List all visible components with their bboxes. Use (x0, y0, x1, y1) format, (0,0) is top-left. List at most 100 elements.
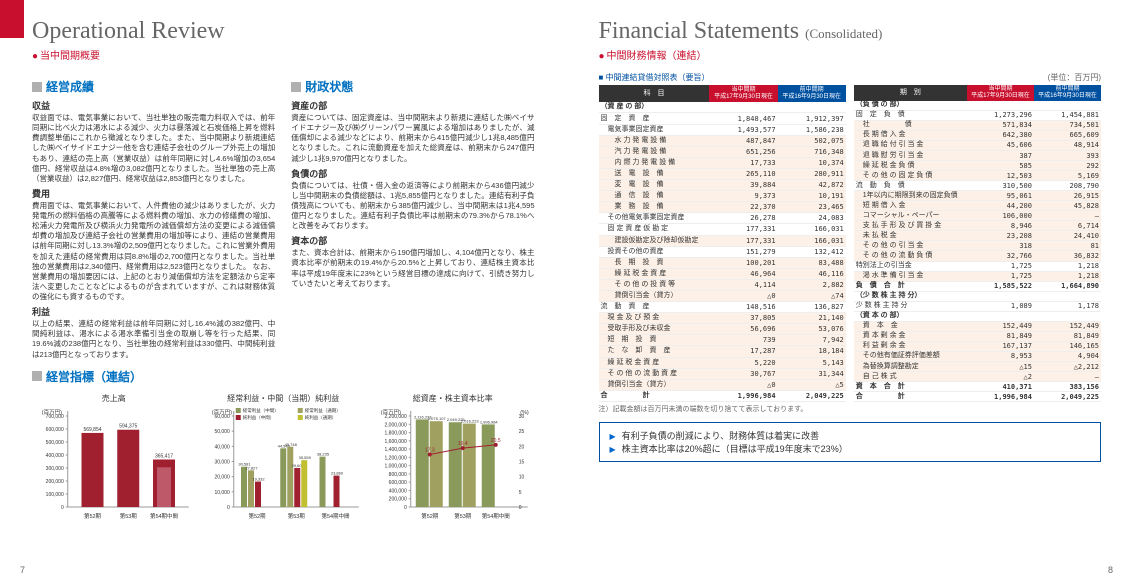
svg-text:569,854: 569,854 (83, 427, 101, 433)
callout-row-1: 有利子負債の削減により、財務体質は着実に改善 (610, 429, 1091, 442)
svg-text:0: 0 (404, 505, 407, 511)
svg-text:200,000: 200,000 (46, 479, 64, 485)
subhdr-shisan: 資産の部 (291, 99, 534, 112)
table-liabilities: 期 別当中間期平成17年9月30日現在前中間期平成16年9月30日現在（負 債 … (854, 85, 1101, 402)
col-seika: 経営成績 収益 収益面では、電気事業において、当社単独の販売電力料収入では、前年… (32, 72, 275, 389)
chart-assets-title: 総資産・株主資本比率 (371, 393, 535, 404)
text-hiyo: 費用面では、電気事業において、人件費他の減少はありましたが、火力発電所の燃料価格… (32, 201, 275, 302)
page-subtitle-right: 中間財務情報（連結） (599, 47, 1102, 62)
pagenum-left: 7 (20, 565, 25, 575)
svg-text:38,235: 38,235 (316, 451, 329, 456)
svg-text:第52期: 第52期 (84, 512, 102, 520)
page-title-left: Operational Review (32, 18, 535, 45)
svg-text:第54期中間: 第54期中間 (482, 512, 511, 520)
svg-text:20.5: 20.5 (491, 437, 501, 443)
chart-sales-title: 売上高 (32, 393, 196, 404)
svg-text:経常利益（通期）: 経常利益（通期） (304, 407, 340, 414)
svg-text:19.4: 19.4 (458, 441, 468, 447)
svg-text:第53期: 第53期 (120, 512, 138, 520)
svg-text:第54期中間: 第54期中間 (321, 512, 350, 520)
chart-profit: 経常利益・中間（当期）純利益 010,00020,00030,00040,000… (202, 393, 366, 523)
svg-text:600,000: 600,000 (389, 480, 407, 486)
bs-caption-text: 中間連結貸借対照表（要旨） (606, 73, 710, 82)
text-fusai: 負債については、社債・借入金の返済等により前期末から436億円減少し当中間期末の… (291, 181, 534, 232)
chart-profit-title: 経常利益・中間（当期）純利益 (202, 393, 366, 404)
svg-text:純利益（中間）: 純利益（中間） (242, 414, 274, 421)
svg-text:300,000: 300,000 (46, 466, 64, 472)
callout-row-2: 株主資本比率は20%超に（目標は平成19年度末で23%） (610, 442, 1091, 455)
page-title-right-main: Financial Statements (599, 18, 800, 44)
svg-text:594,375: 594,375 (119, 423, 137, 429)
svg-text:800,000: 800,000 (389, 472, 407, 478)
svg-text:10: 10 (519, 474, 525, 480)
bs-unit: (単位：百万円) (1048, 72, 1101, 83)
svg-text:20: 20 (519, 444, 525, 450)
svg-text:経常利益（中間）: 経常利益（中間） (242, 407, 278, 414)
svg-text:(百万円): (百万円) (381, 409, 401, 416)
svg-text:2,075,107: 2,075,107 (428, 416, 447, 421)
svg-text:365,417: 365,417 (155, 453, 173, 459)
text-shihon: また、資本合計は、前期末から190億円増加し、4,104億円となり、株主資本比率… (291, 248, 534, 289)
svg-text:第53期: 第53期 (454, 512, 472, 520)
text-shueki: 収益面では、電気事業において、当社単独の販売電力料収入では、前年同期に比べ火力は… (32, 113, 275, 184)
chart-sales-svg: 0100,000200,000300,000400,000500,000600,… (32, 406, 196, 521)
text-rieki: 以上の結果、連結の経常利益は前年同期に対し16.4%減の382億円、中間純利益は… (32, 319, 275, 360)
svg-text:第52期: 第52期 (248, 512, 266, 520)
subhdr-fusai: 負債の部 (291, 167, 534, 180)
pagenum-right: 8 (1108, 565, 1113, 575)
svg-text:600,000: 600,000 (46, 427, 64, 433)
svg-text:1,600,000: 1,600,000 (385, 438, 407, 444)
chart-sales: 売上高 0100,000200,000300,000400,000500,000… (32, 393, 196, 523)
svg-text:15: 15 (519, 459, 525, 465)
svg-text:(百万円): (百万円) (42, 409, 62, 416)
svg-text:2,000,000: 2,000,000 (385, 422, 407, 428)
svg-text:50,000: 50,000 (214, 429, 230, 435)
svg-text:100,000: 100,000 (46, 492, 64, 498)
svg-text:第52期: 第52期 (421, 512, 439, 520)
text-shisan: 資産については、固定資産は、当中間期末より新規に連結した㈱ベイサイドエナジー及び… (291, 113, 534, 164)
svg-text:2,016,223: 2,016,223 (461, 418, 480, 423)
page-title-right-suffix: (Consolidated) (805, 26, 882, 41)
chart-assets-svg: 0 200,000 400,000 600,000 800,000 1,000,000 1,… (371, 406, 535, 521)
chart-profit-svg: 010,00020,00030,00040,00050,00060,000(百万… (202, 406, 366, 521)
svg-text:400,000: 400,000 (46, 453, 64, 459)
svg-text:30,000: 30,000 (214, 459, 230, 465)
hdr-zaimu: 財政状態 (291, 78, 534, 95)
svg-text:1,200,000: 1,200,000 (385, 455, 407, 461)
hdr-seika: 経営成績 (32, 78, 275, 95)
svg-text:5: 5 (519, 489, 522, 495)
svg-text:25: 25 (519, 429, 525, 435)
svg-text:35,559: 35,559 (298, 455, 311, 460)
svg-text:20,000: 20,000 (214, 474, 230, 480)
table-assets: 科 目当中間期平成17年9月30日現在前中間期平成16年9月30日現在（資 産 … (599, 85, 846, 402)
svg-text:200,000: 200,000 (389, 496, 407, 502)
svg-text:(百万円): (百万円) (211, 409, 231, 416)
svg-text:0: 0 (226, 505, 229, 511)
svg-text:23,860: 23,860 (330, 470, 343, 475)
svg-text:1,996,984: 1,996,984 (480, 419, 499, 424)
svg-text:19,332: 19,332 (252, 476, 265, 481)
svg-text:500,000: 500,000 (46, 440, 64, 446)
svg-text:1,000,000: 1,000,000 (385, 463, 407, 469)
svg-text:1,400,000: 1,400,000 (385, 447, 407, 453)
col-zaimu: 財政状態 資産の部 資産については、固定資産は、当中間期末より新規に連結した㈱ベ… (291, 72, 534, 389)
subhdr-rieki: 利益 (32, 305, 275, 318)
svg-text:30: 30 (519, 414, 525, 420)
charts-row: 売上高 0 100,000 200,000 300,000 400,000 500,000… (32, 393, 535, 523)
bs-note: 注）記載金額は百万円未満の端数を切り捨てて表示しております。 (599, 404, 1102, 414)
page-left: Operational Review 当中間期概要 経営成績 収益 収益面では、… (0, 0, 567, 581)
bs-caption: ■ 中間連結貸借対照表（要旨） (単位：百万円) (599, 72, 1102, 83)
svg-text:400,000: 400,000 (389, 488, 407, 494)
subhdr-shihon: 資本の部 (291, 234, 534, 247)
svg-text:第54期中間: 第54期中間 (150, 512, 179, 520)
svg-text:45,748: 45,748 (284, 441, 297, 446)
page-title-right: Financial Statements (Consolidated) (599, 18, 1102, 45)
subhdr-hiyo: 費用 (32, 187, 275, 200)
page-subtitle-left: 当中間期概要 (32, 47, 535, 62)
svg-text:0: 0 (519, 505, 522, 511)
hdr-shihyo: 経営指標（連結） (32, 368, 275, 385)
red-corner (0, 0, 24, 38)
svg-text:10,000: 10,000 (214, 489, 230, 495)
left-columns: 経営成績 収益 収益面では、電気事業において、当社単独の販売電力料収入では、前年… (32, 72, 535, 389)
bs-tables: 科 目当中間期平成17年9月30日現在前中間期平成16年9月30日現在（資 産 … (599, 85, 1102, 402)
